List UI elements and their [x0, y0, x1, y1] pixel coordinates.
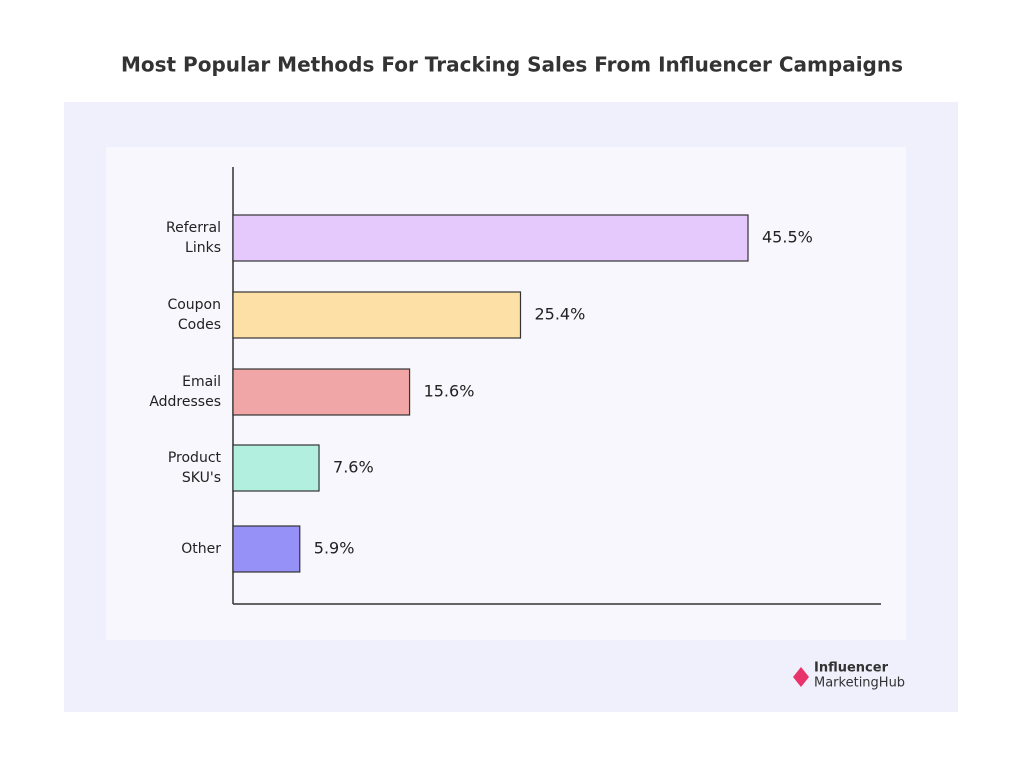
- bar: [232, 444, 320, 492]
- bar: [232, 214, 749, 262]
- logo-text: MarketingHub: [814, 676, 905, 691]
- category-label: Coupon Codes: [167, 297, 221, 333]
- category-label: Product SKU's: [168, 450, 222, 486]
- bar: [232, 291, 522, 339]
- logo-text: Influencer: [814, 661, 889, 676]
- value-label: 7.6%: [333, 458, 374, 477]
- value-label: 15.6%: [424, 382, 475, 401]
- value-label: 45.5%: [762, 228, 813, 247]
- value-label: 25.4%: [534, 305, 585, 324]
- chart-title: Most Popular Methods For Tracking Sales …: [121, 53, 903, 77]
- category-label: Other: [181, 541, 221, 557]
- logo: Influencer MarketingHub: [793, 661, 905, 691]
- bar: [232, 368, 411, 416]
- logo-icon: [793, 667, 809, 687]
- bar: [232, 525, 301, 573]
- category-label: Email Addresses: [149, 374, 221, 410]
- value-label: 5.9%: [314, 539, 355, 558]
- category-label: Referral Links: [166, 220, 221, 256]
